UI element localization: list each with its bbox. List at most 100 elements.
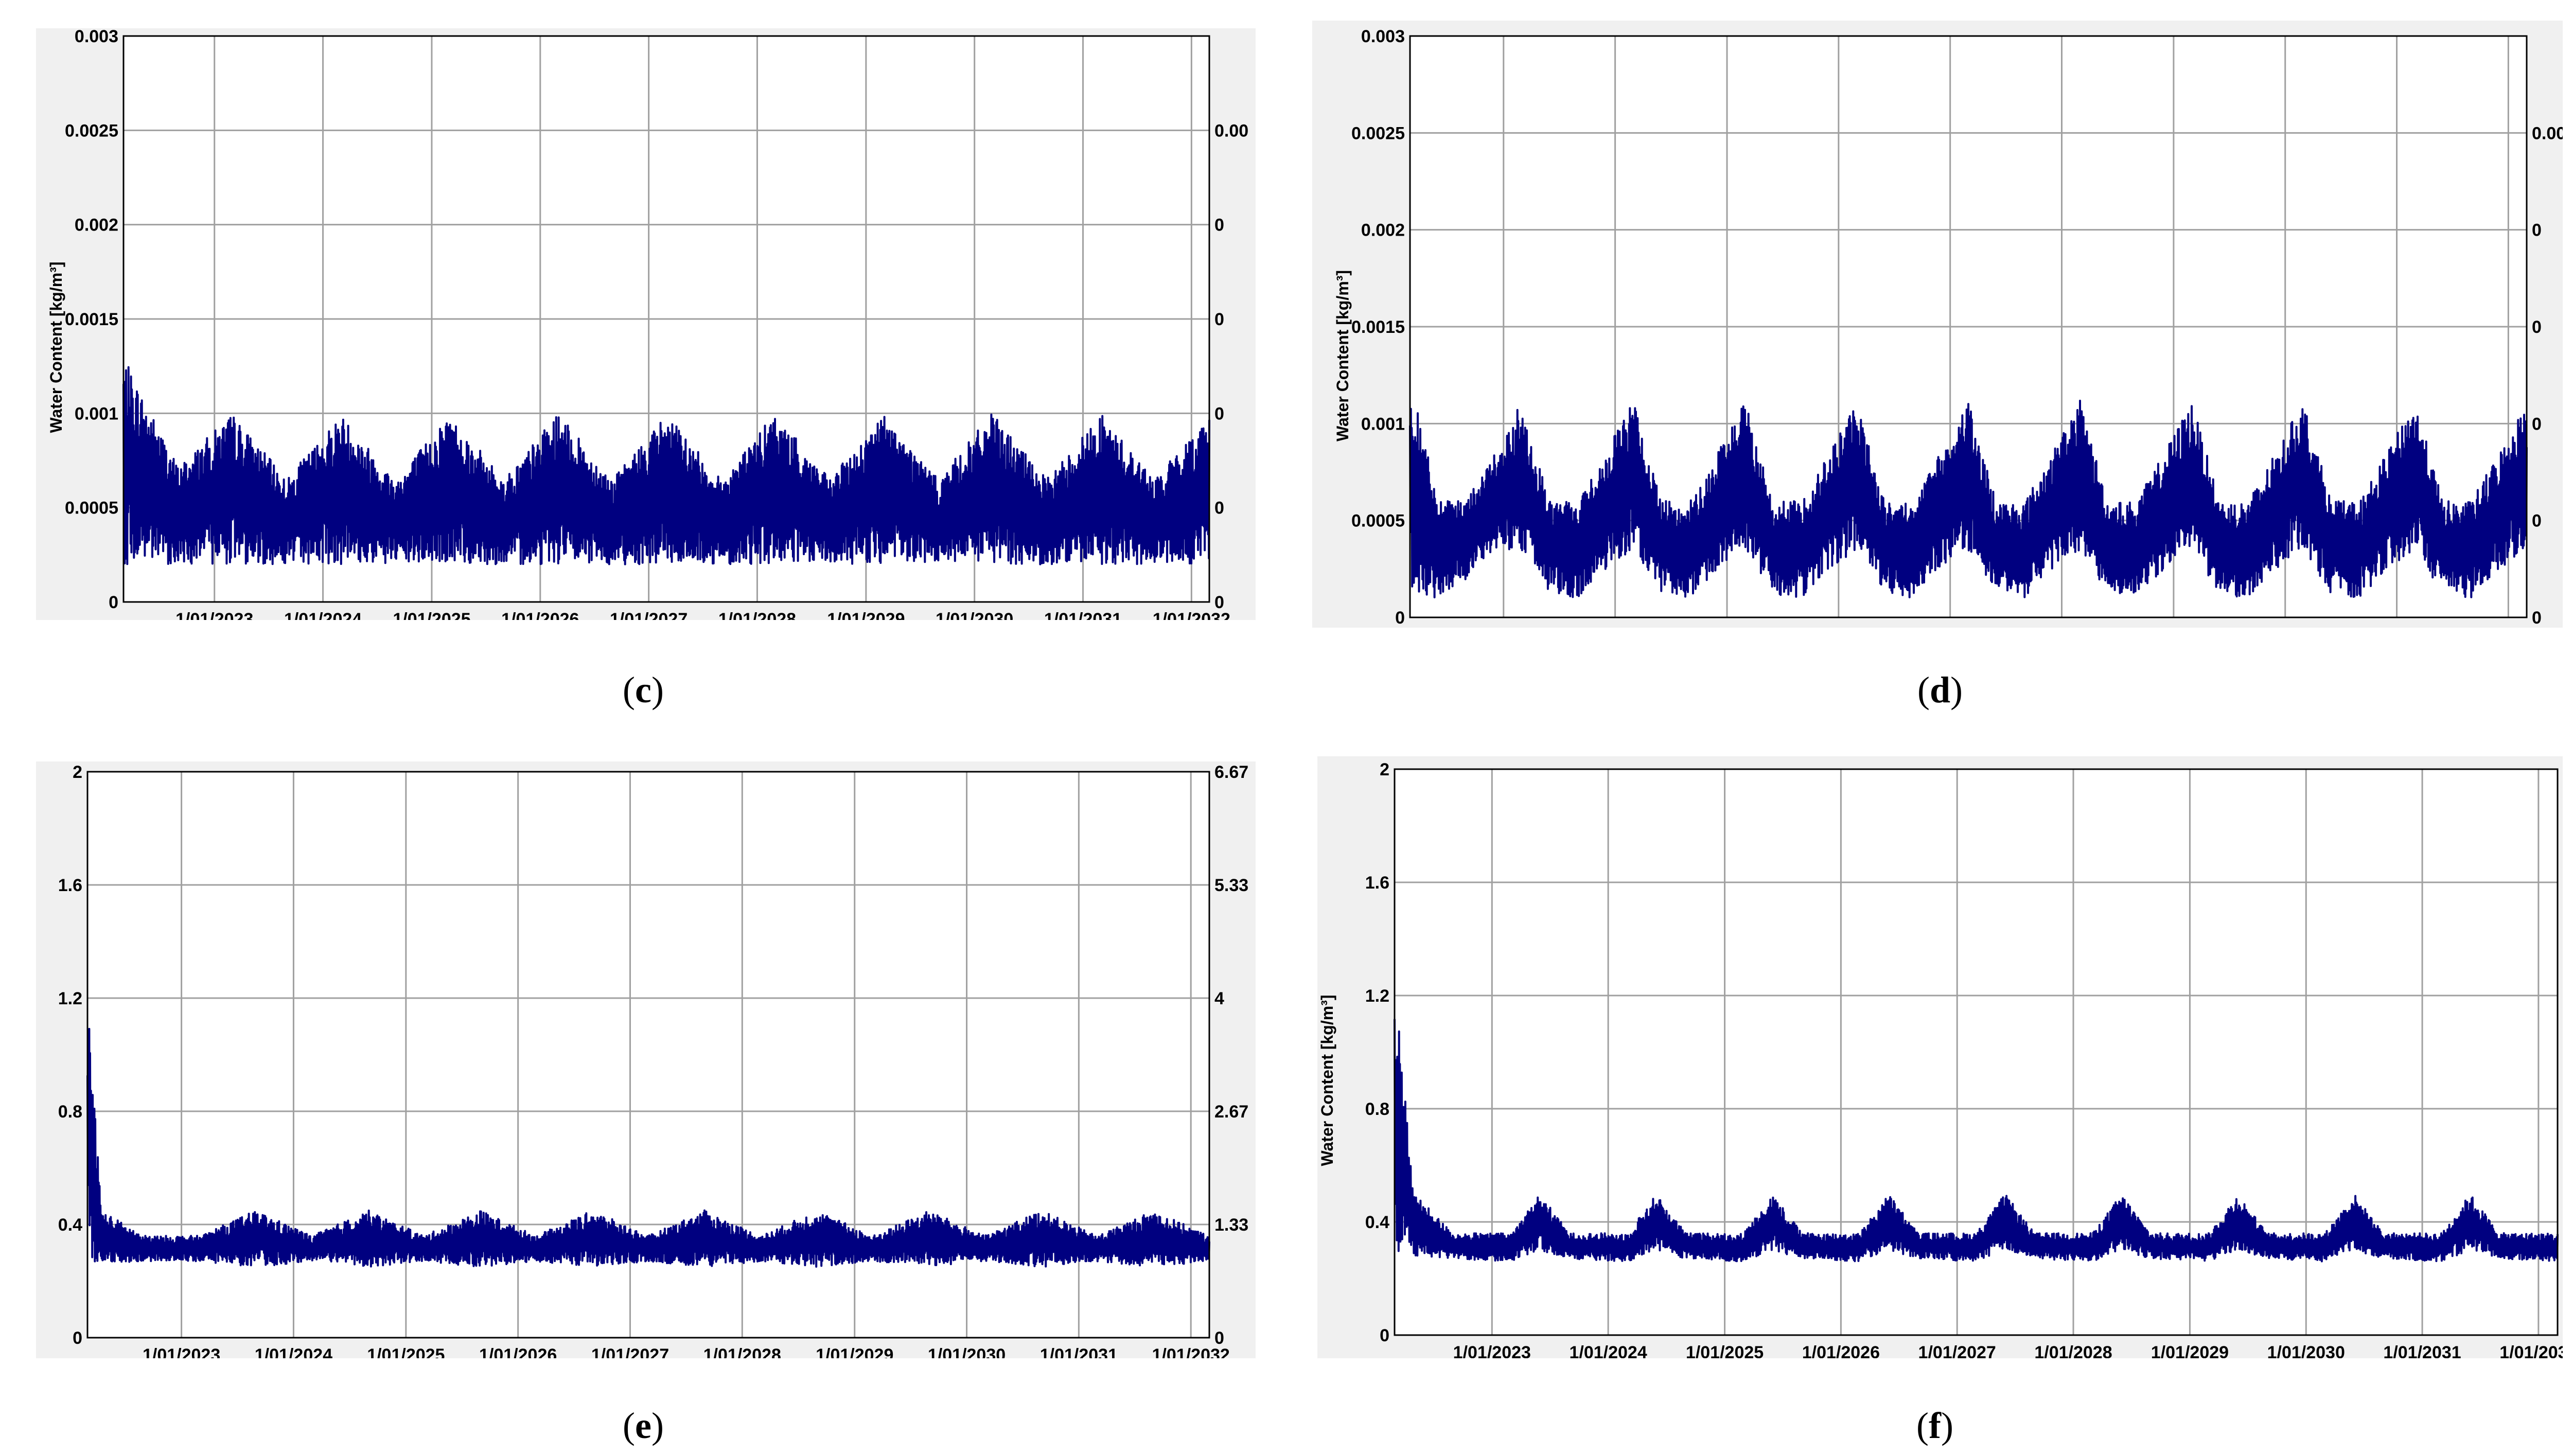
y2-tick-label: 0 <box>2532 317 2542 337</box>
x-tick-label: 1/01/2028 <box>703 1345 781 1358</box>
y-tick-label: 0.001 <box>75 404 118 423</box>
y2-tick-label: 5.33 <box>1214 876 1248 895</box>
y-tick-label: 0 <box>109 593 118 612</box>
y-tick-label: 0.0005 <box>1351 511 1405 531</box>
chart-panel-d: 0 0.0005 0.001 0.0015 0.002 0.0025 0.003 0 0 0 0 0 0… <box>1312 21 2563 628</box>
x-tick-label: 1/01/2032 <box>2470 625 2547 628</box>
x-tick-label: 1/01/2027 <box>591 1345 669 1358</box>
y-tick-label: 0.0015 <box>1351 317 1405 337</box>
y-tick-label: 0.002 <box>75 216 118 235</box>
y2-tick-label: 0 <box>1214 404 1224 423</box>
x-tick-label: 1/01/2029 <box>2151 1343 2229 1358</box>
chart-panel-c: 0 0.0005 0.001 0.0015 0.002 0.0025 0.003 0 0 0 0 0 0… <box>36 28 1256 620</box>
x-tick-label: 1/01/2030 <box>2267 1343 2345 1358</box>
y2-tick-label: 0 <box>2532 221 2542 240</box>
x-tick-label: 1/01/2028 <box>718 610 796 620</box>
x-tick-label: 1/01/2032 <box>1152 1345 1230 1358</box>
y2-tick-label: 4 <box>1214 989 1224 1008</box>
series-line-water-content <box>1394 1019 2559 1263</box>
x-tick-label: 1/01/2024 <box>284 610 362 620</box>
x-tick-label: 1/01/2026 <box>501 610 579 620</box>
series-line-water-content <box>86 1027 1210 1268</box>
plot-frame <box>1394 768 2559 1336</box>
x-tick-label: 1/01/2029 <box>827 610 905 620</box>
y2-tick-label: 0 <box>1214 310 1224 329</box>
y-tick-label: 1.2 <box>58 989 82 1008</box>
y2-tick-label: 0 <box>1214 216 1224 235</box>
y-tick-label: 0.0025 <box>1351 123 1405 143</box>
y2-tick-label: 6.67 <box>1214 762 1248 782</box>
x-tick-label: 1/01/2032 <box>2499 1343 2563 1358</box>
y-tick-label: 0.0025 <box>65 121 118 140</box>
x-tick-label: 1/01/2031 <box>2358 625 2436 628</box>
series-line-water-content <box>122 366 1210 565</box>
x-tick-label: 1/01/2031 <box>1044 610 1122 620</box>
y-axis-title: Water Content [kg/m³] <box>47 261 65 433</box>
x-tick-label: 1/01/2031 <box>1040 1345 1118 1358</box>
x-tick-label: 1/01/2024 <box>1576 625 1654 628</box>
y-tick-label: 1.6 <box>58 876 82 895</box>
chart-e-svg: 0 0.4 0.8 1.2 1.6 2 0 1.33 2.67 4 5.33 6.67 1/01/202… <box>58 762 1248 1358</box>
y-axis-title: Water Content [kg/m³] <box>1318 995 1336 1166</box>
caption-f: (f) <box>1916 1405 1953 1446</box>
chart-c-svg: 0 0.0005 0.001 0.0015 0.002 0.0025 0.003 0 0 0 0 0 0… <box>47 28 1248 620</box>
x-tick-label: 1/01/2023 <box>143 1345 220 1358</box>
x-tick-label: 1/01/2030 <box>936 610 1013 620</box>
x-tick-label: 1/01/2025 <box>1686 1343 1764 1358</box>
y2-tick-label: 0 <box>1214 1328 1224 1348</box>
x-tick-label: 1/01/2027 <box>1918 1343 1996 1358</box>
y2-tick-label: 0 <box>1214 499 1224 518</box>
x-tick-label: 1/01/2025 <box>393 610 470 620</box>
x-tick-label: 1/01/2026 <box>1800 625 1877 628</box>
y2-tick-label: 0 <box>2532 608 2542 628</box>
x-tick-label: 1/01/2025 <box>1688 625 1766 628</box>
y-tick-label: 0.003 <box>1361 27 1405 46</box>
x-tick-label: 1/01/2029 <box>816 1345 893 1358</box>
chart-f-svg: 00.40.81.21.6201.332.6745.336.671/01/202… <box>1318 760 2563 1358</box>
y-tick-label: 0 <box>1395 608 1405 628</box>
y2-tick-label: 0 <box>2532 414 2542 434</box>
series-line-water-content <box>1409 399 2528 598</box>
plot-frame <box>86 771 1210 1339</box>
x-tick-label: 1/01/2026 <box>1802 1343 1880 1358</box>
y2-tick-label: 0 <box>2532 511 2542 531</box>
caption-c: (c) <box>623 669 664 711</box>
x-tick-label: 1/01/2028 <box>2034 1343 2112 1358</box>
y-tick-label: 0.001 <box>1361 414 1405 434</box>
x-tick-label: 1/01/2031 <box>2383 1343 2461 1358</box>
caption-e: (e) <box>623 1405 664 1446</box>
y-tick-label: 0.003 <box>75 28 118 46</box>
y-tick-label: 0.8 <box>1365 1099 1389 1119</box>
plot-frame <box>1409 35 2528 618</box>
y-tick-label: 0.002 <box>1361 221 1405 240</box>
plot-frame <box>122 35 1210 603</box>
x-tick-label: 1/01/2029 <box>2135 625 2212 628</box>
x-tick-label: 1/01/2023 <box>175 610 253 620</box>
x-tick-label: 1/01/2026 <box>479 1345 557 1358</box>
y2-tick-label: 2.67 <box>1214 1102 1248 1122</box>
chart-panel-e: 0 0.4 0.8 1.2 1.6 2 0 1.33 2.67 4 5.33 6.67 1/01/202… <box>36 761 1256 1358</box>
y-tick-label: 0.0005 <box>65 499 118 518</box>
y2-tick-label: 0.00 <box>1214 121 1248 140</box>
y-tick-label: 2 <box>73 762 82 782</box>
y-axis-title: Water Content [kg/m³] <box>1333 270 1352 441</box>
y-tick-label: 0.4 <box>1365 1213 1389 1232</box>
y-tick-label: 1.6 <box>1365 873 1389 893</box>
y-tick-label: 0 <box>73 1328 82 1348</box>
y-tick-label: 0 <box>1380 1326 1389 1345</box>
y2-tick-label: 0.00 <box>2532 123 2563 143</box>
x-tick-label: 1/01/2024 <box>1569 1343 1647 1358</box>
y-tick-label: 1.2 <box>1365 986 1389 1006</box>
x-tick-label: 1/01/2027 <box>610 610 688 620</box>
x-tick-label: 1/01/2025 <box>367 1345 445 1358</box>
x-tick-label: 1/01/2024 <box>255 1345 332 1358</box>
y2-tick-label: 0 <box>1214 593 1224 612</box>
y-tick-label: 0.0015 <box>65 310 118 329</box>
x-tick-label: 1/01/2028 <box>2023 625 2101 628</box>
x-tick-label: 1/01/2023 <box>1465 625 1542 628</box>
chart-d-svg: 0 0.0005 0.001 0.0015 0.002 0.0025 0.003 0 0 0 0 0 0… <box>1333 27 2563 628</box>
x-tick-label: 1/01/2030 <box>2246 625 2324 628</box>
y-tick-label: 0.4 <box>58 1215 82 1235</box>
x-tick-label: 1/01/2030 <box>928 1345 1006 1358</box>
x-tick-label: 1/01/2032 <box>1153 610 1230 620</box>
